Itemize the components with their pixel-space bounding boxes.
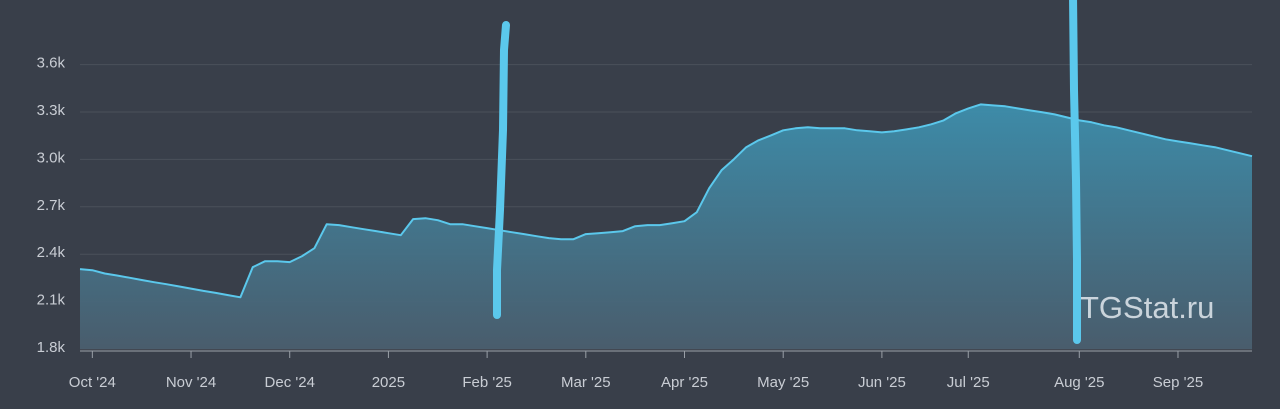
area-fill xyxy=(80,104,1252,350)
x-tick-label: 2025 xyxy=(372,374,405,391)
x-tick-label: Apr '25 xyxy=(661,374,708,391)
x-tick-label: Nov '24 xyxy=(166,374,216,391)
y-tick-label: 2.7k xyxy=(37,197,66,214)
watermark: TGStat.ru xyxy=(1080,290,1214,325)
line xyxy=(79,103,1253,299)
y-tick-label: 3.6k xyxy=(37,55,66,72)
x-tick-label: Jun '25 xyxy=(858,374,906,391)
x-tick-label: Mar '25 xyxy=(561,374,611,391)
x-tick-label: May '25 xyxy=(757,374,809,391)
x-tick-label: Aug '25 xyxy=(1054,374,1104,391)
x-tick-label: Jul '25 xyxy=(947,374,990,391)
annotation-stroke xyxy=(493,21,510,319)
y-tick-label: 3.3k xyxy=(37,102,66,119)
axes: 1.8k 2.1k 2.4k 2.7k 3.0k 3.3k 3.6k Oct '24 Nov '… xyxy=(37,55,1204,391)
y-tick-label: 3.0k xyxy=(37,149,66,166)
annotation-stroke xyxy=(1069,0,1081,344)
y-tick-label: 1.8k xyxy=(37,339,66,356)
x-tick-label: Sep '25 xyxy=(1153,374,1203,391)
plot xyxy=(79,103,1253,350)
x-tick-label: Dec '24 xyxy=(265,374,315,391)
y-tick-label: 2.4k xyxy=(37,244,66,261)
x-tick-label: Oct '24 xyxy=(69,374,116,391)
y-tick-label: 2.1k xyxy=(37,292,66,309)
x-tick-label: Feb '25 xyxy=(462,374,512,391)
